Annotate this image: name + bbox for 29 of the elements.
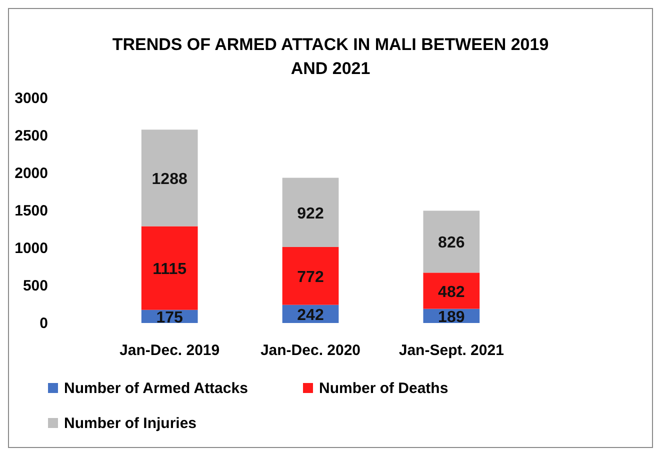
data-label: 922 <box>297 205 324 222</box>
y-tick-label: 0 <box>40 315 48 332</box>
x-tick-label: Jan-Dec. 2020 <box>260 342 361 359</box>
legend-label: Number of Injuries <box>64 415 197 432</box>
data-label: 482 <box>438 284 465 301</box>
data-label: 772 <box>297 268 324 286</box>
bar <box>141 130 198 226</box>
bar <box>141 226 198 310</box>
data-label: 1288 <box>152 170 188 188</box>
legend-label: Number of Deaths <box>319 380 448 397</box>
y-tick-label: 1000 <box>14 240 48 257</box>
y-tick-label: 500 <box>22 278 48 294</box>
data-label: 826 <box>438 234 465 252</box>
x-tick-label: Jan-Sept. 2021 <box>398 342 504 359</box>
x-tick-label: Jan-Dec. 2019 <box>120 342 220 359</box>
legend-label: Number of Armed Attacks <box>64 380 248 397</box>
data-label: 1115 <box>152 261 187 278</box>
chart-title: TRENDS OF ARMED ATTACK IN MALI BETWEEN 2019 AND 2021 <box>112 35 549 78</box>
data-label: 175 <box>156 309 184 326</box>
y-tick-label: 3000 <box>14 90 48 107</box>
data-label: 242 <box>297 306 324 324</box>
y-tick-label: 1500 <box>14 202 48 220</box>
data-label: 189 <box>438 308 465 326</box>
bar <box>423 210 480 273</box>
bar <box>282 178 339 247</box>
y-tick-label: 2000 <box>14 165 48 182</box>
y-tick-label: 2500 <box>14 128 48 144</box>
bar <box>282 246 339 305</box>
bar <box>423 272 480 309</box>
